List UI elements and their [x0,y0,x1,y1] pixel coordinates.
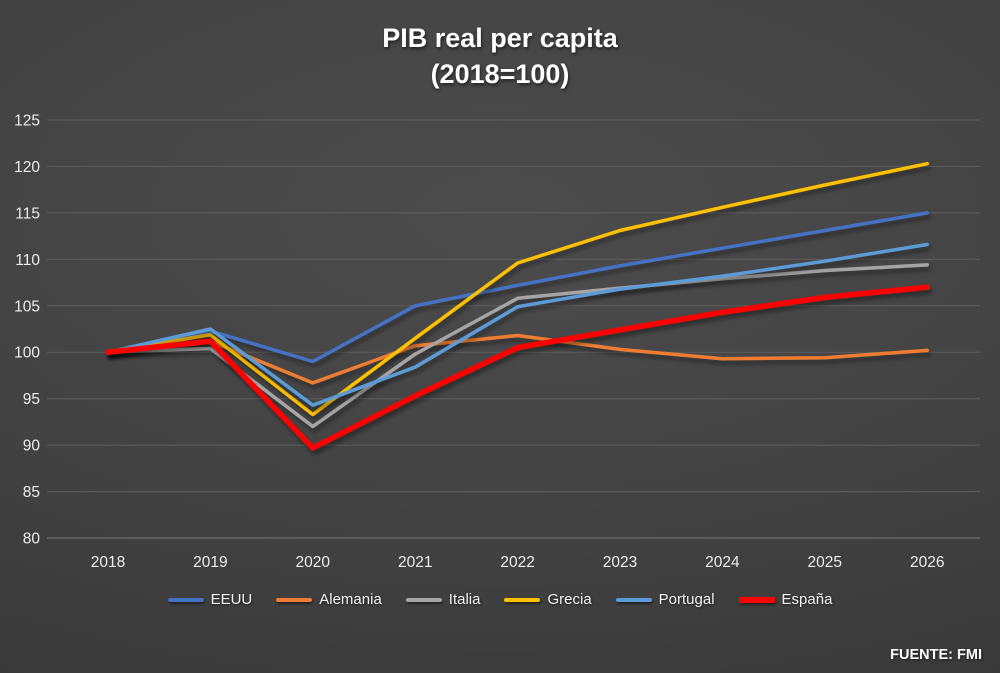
legend-label-espan-a: España [781,591,833,608]
legend-label-portugal: Portugal [658,591,715,608]
y-axis-tick-label-80: 80 [23,531,41,548]
legend-label-italia: Italia [448,591,481,608]
legend-label-grecia: Grecia [547,591,592,608]
legend-swatch-grecia [504,597,541,602]
legend-item-espan-a: España [738,591,833,608]
series-line-eeuu [106,211,929,364]
chart-title: PIB real per capita (2018=100) [0,20,1000,92]
legend-label-eeuu: EEUU [210,591,253,608]
x-axis-tick-label-2019: 2019 [193,554,227,571]
legend-swatch-portugal [615,597,652,602]
x-axis-tick-label-2021: 2021 [398,554,432,571]
y-axis-tick-label-125: 125 [14,113,40,130]
grid-layer [47,119,980,539]
legend-item-grecia: Grecia [504,591,592,608]
x-axis-tick-label-2025: 2025 [808,554,842,571]
axis-labels-layer: 80 85 90 95 100 105 110 115 120 125 2018 2019 2020 20… [14,113,944,572]
chart-legend: EEUU Alemania Italia Grecia Portugal España [0,591,1000,608]
legend-label-alemania: Alemania [319,591,382,608]
legend-item-portugal: Portugal [615,591,715,608]
y-axis-tick-label-90: 90 [23,438,41,455]
x-axis-tick-label-2022: 2022 [500,554,534,571]
series-line-portugal [106,242,929,407]
legend-swatch-alemania [276,597,313,602]
legend-swatch-eeuu [167,597,204,602]
x-axis-tick-label-2020: 2020 [296,554,331,571]
chart-title-line1: PIB real per capita [382,23,618,53]
series-line-grecia [106,161,929,417]
legend-swatch-italia [405,597,442,602]
x-axis-tick-label-2023: 2023 [603,554,637,571]
y-axis-tick-label-95: 95 [23,391,40,408]
x-axis-tick-label-2026: 2026 [910,554,944,571]
x-axis-tick-label-2024: 2024 [705,554,740,571]
chart-title-line2: (2018=100) [430,59,570,89]
legend-item-italia: Italia [405,591,481,608]
series-layer [105,161,930,451]
series-line-espan-a [105,284,930,451]
source-note: FUENTE: FMI [890,647,982,663]
y-axis-tick-label-110: 110 [15,252,40,269]
x-axis-tick-label-2018: 2018 [91,554,125,571]
y-axis-tick-label-105: 105 [14,298,40,315]
y-axis-tick-label-100: 100 [14,345,40,362]
y-axis-tick-label-120: 120 [14,159,40,176]
y-axis-tick-label-85: 85 [23,484,40,501]
y-axis-tick-label-115: 115 [15,205,40,222]
legend-item-eeuu: EEUU [167,591,253,608]
legend-swatch-espan-a [738,596,775,603]
legend-item-alemania: Alemania [276,591,382,608]
